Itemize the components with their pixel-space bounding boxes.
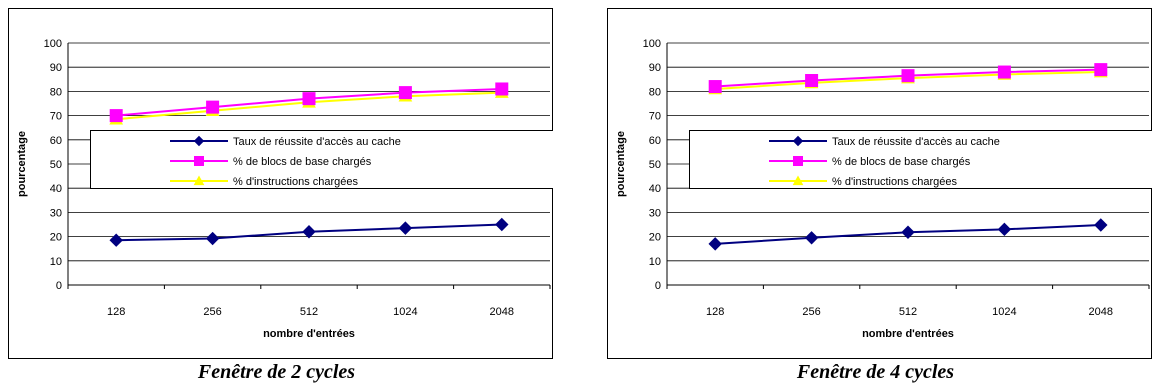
series-2 <box>708 63 1108 94</box>
data-point <box>804 231 819 245</box>
data-point <box>1094 218 1108 232</box>
y-tick-label: 40 <box>50 183 62 195</box>
legend-label: Taux de réussite d'accès au cache <box>832 136 1000 148</box>
x-tick-label: 512 <box>899 306 917 318</box>
y-tick-label: 100 <box>44 38 62 50</box>
legend-label: % de blocs de base chargés <box>832 156 971 168</box>
data-point <box>495 82 509 96</box>
y-axis-title: pourcentage <box>615 131 627 197</box>
chart-caption: Fenêtre de 2 cycles <box>197 361 356 383</box>
data-point <box>708 80 722 94</box>
x-tick-label: 128 <box>107 306 125 318</box>
legend-label: Taux de réussite d'accès au cache <box>233 136 401 148</box>
chart-panel-4-cycles: 0 10 20 30 40 50 60 70 80 90 100 128 256 512 1024 2048 n… <box>599 0 1152 391</box>
y-tick-label: 40 <box>649 183 661 195</box>
data-point <box>997 222 1012 237</box>
legend-label: % de blocs de base chargés <box>233 156 372 168</box>
line-chart-4-cycles: 0 10 20 30 40 50 60 70 80 90 100 128 256 512 1024 2048 n… <box>607 8 1152 359</box>
y-tick-label: 100 <box>643 38 661 50</box>
x-tick-label: 256 <box>802 306 820 318</box>
x-axis-title: nombre d'entrées <box>263 328 355 340</box>
y-tick-label: 20 <box>649 232 661 244</box>
y-axis-title: pourcentage <box>16 131 28 197</box>
x-tick-label: 2048 <box>1089 306 1113 318</box>
legend: Taux de réussite d'accès au cache % de bl… <box>90 130 553 189</box>
legend-label: % d'instructions chargées <box>233 176 358 188</box>
series-1 <box>109 217 509 247</box>
y-tick-label: 10 <box>649 256 661 268</box>
x-tick-label: 1024 <box>992 306 1016 318</box>
data-point <box>205 231 220 246</box>
data-point <box>1094 63 1108 77</box>
y-tick-label: 0 <box>655 280 661 292</box>
x-tick-label: 2048 <box>490 306 514 318</box>
x-tick-label: 1024 <box>393 306 417 318</box>
legend-marker <box>193 135 205 147</box>
data-point <box>901 225 915 239</box>
x-tick-label: 128 <box>706 306 724 318</box>
y-tick-label: 70 <box>50 111 62 123</box>
data-point <box>109 109 123 123</box>
chart-caption: Fenêtre de 4 cycles <box>796 361 955 383</box>
data-point <box>109 233 123 247</box>
data-point <box>901 69 915 83</box>
x-axis-title: nombre d'entrées <box>862 328 954 340</box>
data-point <box>398 221 413 235</box>
y-tick-label: 70 <box>649 111 661 123</box>
data-point <box>206 100 220 114</box>
legend: Taux de réussite d'accès au cache % de bl… <box>689 130 1152 189</box>
y-tick-label: 20 <box>50 232 62 244</box>
chart-panel-2-cycles: 0 10 20 30 40 50 60 70 80 90 100 128 256 512 1024 2048 n… <box>0 0 553 391</box>
data-point <box>302 225 316 239</box>
legend-marker <box>792 175 804 186</box>
legend-box <box>689 130 1152 189</box>
data-point <box>495 217 509 232</box>
y-tick-label: 60 <box>649 135 661 147</box>
y-tick-label: 80 <box>50 86 62 98</box>
x-tick-label: 512 <box>300 306 318 318</box>
data-point <box>302 92 316 106</box>
legend-marker <box>193 175 205 186</box>
legend-marker <box>793 156 803 166</box>
legend-marker <box>792 135 804 147</box>
x-tick-label: 256 <box>203 306 221 318</box>
data-point <box>398 86 412 100</box>
y-tick-label: 0 <box>56 280 62 292</box>
data-point <box>708 237 722 251</box>
y-tick-label: 50 <box>649 159 661 171</box>
legend-label: % d'instructions chargées <box>832 176 957 188</box>
data-point <box>805 74 819 88</box>
y-tick-label: 30 <box>649 207 661 219</box>
legend-marker <box>194 156 204 166</box>
y-tick-label: 50 <box>50 159 62 171</box>
y-tick-label: 90 <box>50 62 62 74</box>
y-tick-label: 90 <box>649 62 661 74</box>
line-chart-2-cycles: 0 10 20 30 40 50 60 70 80 90 100 128 256 512 1024 2048 n… <box>8 8 553 359</box>
y-tick-label: 60 <box>50 135 62 147</box>
y-tick-label: 80 <box>649 86 661 98</box>
y-tick-label: 30 <box>50 207 62 219</box>
data-point <box>997 65 1011 79</box>
series-2 <box>109 82 509 123</box>
legend-box <box>90 130 553 189</box>
y-tick-label: 10 <box>50 256 62 268</box>
series-1 <box>708 218 1108 251</box>
